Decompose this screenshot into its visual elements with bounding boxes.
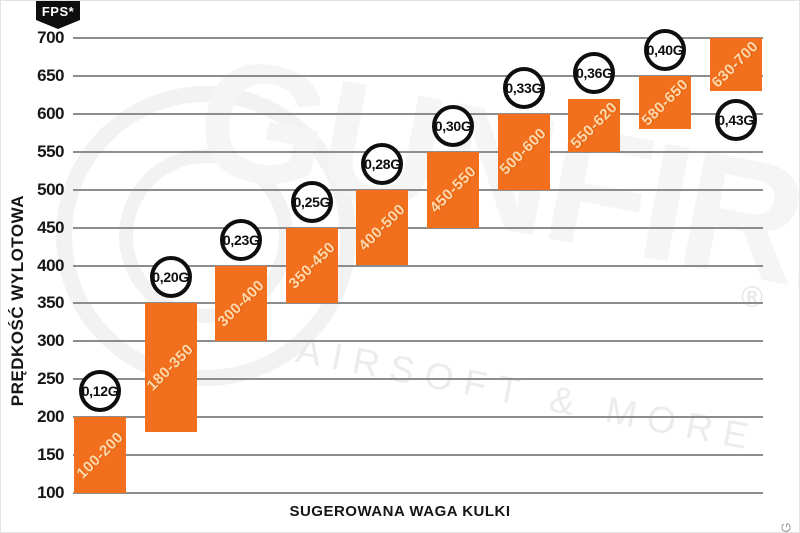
gridline-500: [73, 188, 763, 191]
gridline-300: [73, 340, 763, 343]
gridline-200: [73, 416, 763, 419]
y-tick-label-100: 100: [37, 483, 64, 502]
y-axis-title-text: PRĘDKOŚĆ WYLOTOWA: [8, 195, 27, 407]
range-bar-label: 180-350: [143, 341, 198, 395]
range-bar-label: 100-200: [73, 428, 127, 482]
range-bar-label: 400-500: [355, 200, 410, 255]
y-tick-label-600: 600: [37, 103, 64, 123]
y-tick-label-650: 650: [37, 65, 64, 85]
y-tick-label-200: 200: [37, 407, 64, 427]
range-bar-550-620: 550-620: [567, 98, 622, 152]
range-bar-400-500: 400-500: [355, 189, 410, 266]
gridline-100: [73, 492, 763, 494]
range-bar-630-700: 630-700: [708, 37, 763, 92]
measurement-footnote: *POMIAR NA KULKACH 0.20G: [778, 522, 793, 532]
weight-annotation-0,12G: 0,12G: [79, 370, 121, 413]
weight-annotation-0,36G: 0,36G: [573, 51, 616, 94]
gridline-150: [73, 454, 763, 457]
weight-annotation-0,40G: 0,40G: [643, 28, 686, 71]
range-bar-580-650: 580-650: [638, 75, 692, 130]
range-bar-500-600: 500-600: [497, 113, 551, 190]
range-bar-label: 500-600: [497, 125, 551, 179]
y-tick-label-700: 700: [37, 28, 64, 47]
weight-annotation-0,43G: 0,43G: [714, 99, 757, 142]
range-bar-label: 450-550: [426, 162, 480, 217]
range-bar-180-350: 180-350: [143, 303, 198, 433]
y-tick-label-150: 150: [37, 445, 64, 465]
watermark-tagline-text: AIRSOFT & MORE: [293, 329, 763, 459]
weight-annotation-0,25G: 0,25G: [290, 180, 333, 223]
range-bar-100-200: 100-200: [73, 417, 127, 493]
gridline-700: [73, 37, 763, 39]
range-bar-300-400: 300-400: [214, 265, 268, 342]
weight-annotation-0,28G: 0,28G: [361, 142, 404, 185]
range-bar-label: 300-400: [214, 276, 268, 331]
registered-trademark-icon: ®: [741, 281, 764, 314]
weight-annotation-0,23G: 0,23G: [220, 218, 263, 261]
gridline-400: [73, 264, 763, 267]
range-bar-label: 630-700: [708, 37, 763, 92]
range-bar-label: 550-620: [567, 98, 622, 152]
y-axis-title: PRĘDKOŚĆ WYLOTOWA: [7, 151, 29, 451]
weight-annotation-0,20G: 0,20G: [149, 256, 192, 299]
weight-annotation-0,33G: 0,33G: [502, 66, 545, 109]
range-bar-label: 580-650: [638, 75, 692, 130]
fps-unit-badge: FPS*: [36, 1, 80, 29]
gridline-450: [73, 226, 763, 229]
gridline-650: [73, 74, 763, 77]
gridline-600: [73, 112, 763, 115]
range-bar-350-450: 350-450: [285, 227, 339, 304]
gridline-350: [73, 302, 763, 305]
gridline-550: [73, 150, 763, 153]
gridline-250: [73, 378, 763, 381]
weight-annotation-0,30G: 0,30G: [432, 104, 475, 147]
range-bar-label: 350-450: [285, 238, 339, 293]
range-bar-450-550: 450-550: [426, 151, 480, 228]
x-axis-title: SUGEROWANA WAGA KULKI: [289, 503, 511, 520]
